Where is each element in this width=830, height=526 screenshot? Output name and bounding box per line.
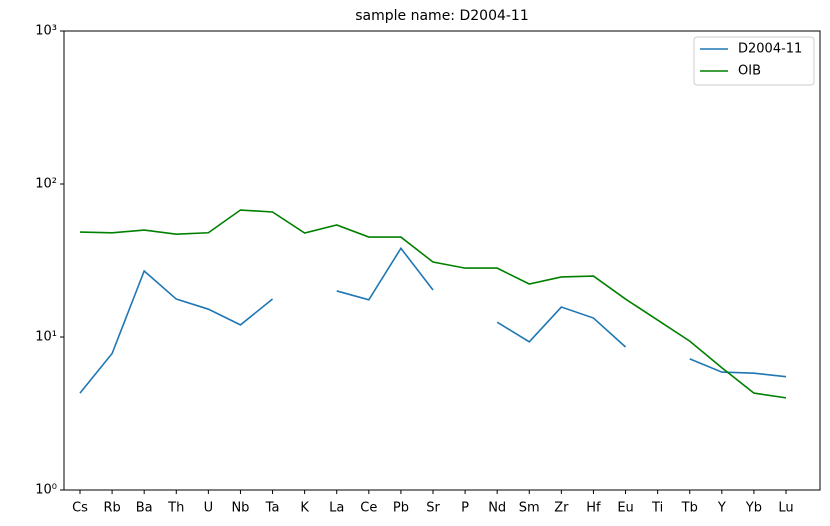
x-tick-label: Nb <box>231 501 249 516</box>
x-tick-label: Nd <box>488 501 506 516</box>
chart-title: sample name: D2004-11 <box>355 8 529 24</box>
legend-label: D2004-11 <box>738 42 802 57</box>
x-tick-label: Sm <box>519 501 540 516</box>
plot-frame <box>63 30 821 491</box>
x-tick-label: Lu <box>778 501 793 516</box>
x-tick-label: Ta <box>265 501 280 516</box>
legend-label: OIB <box>738 64 761 79</box>
x-tick-label: Th <box>167 501 184 516</box>
x-tick-label: Rb <box>103 501 120 516</box>
x-tick-label: Sr <box>426 501 440 516</box>
x-tick-label: La <box>329 501 344 516</box>
x-tick-label: Ti <box>651 501 663 516</box>
x-tick-label: Tb <box>681 501 698 516</box>
y-tick-label: 10⁰ <box>35 483 57 498</box>
x-tick-label: K <box>300 501 309 516</box>
x-tick-label: Eu <box>617 501 633 516</box>
x-tick-label: Pb <box>393 501 409 516</box>
x-tick-label: Ce <box>360 501 377 516</box>
x-tick-label: P <box>461 501 469 516</box>
x-tick-label: U <box>204 501 214 516</box>
x-tick-label: Cs <box>72 501 88 516</box>
series-line <box>79 246 787 394</box>
x-tick-label: Y <box>717 501 726 516</box>
x-tick-label: Ba <box>136 501 153 516</box>
x-tick-label: Hf <box>586 501 601 516</box>
x-tick-label: Zr <box>554 501 569 516</box>
y-tick-label: 10¹ <box>35 330 57 345</box>
x-tick-label: Yb <box>745 501 762 516</box>
series-line <box>79 209 787 399</box>
y-tick-label: 10² <box>35 177 57 192</box>
y-tick-label: 10³ <box>35 24 57 39</box>
